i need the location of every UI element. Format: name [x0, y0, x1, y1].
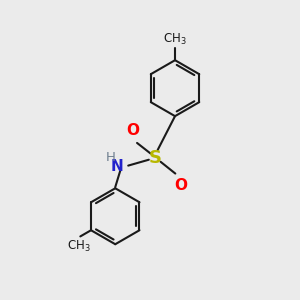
Text: H: H: [106, 152, 116, 164]
Text: N: N: [110, 159, 123, 174]
Text: O: O: [175, 178, 188, 193]
Text: CH$_3$: CH$_3$: [67, 239, 91, 254]
Text: CH$_3$: CH$_3$: [163, 32, 187, 46]
Text: S: S: [149, 149, 162, 167]
Text: O: O: [126, 123, 140, 138]
